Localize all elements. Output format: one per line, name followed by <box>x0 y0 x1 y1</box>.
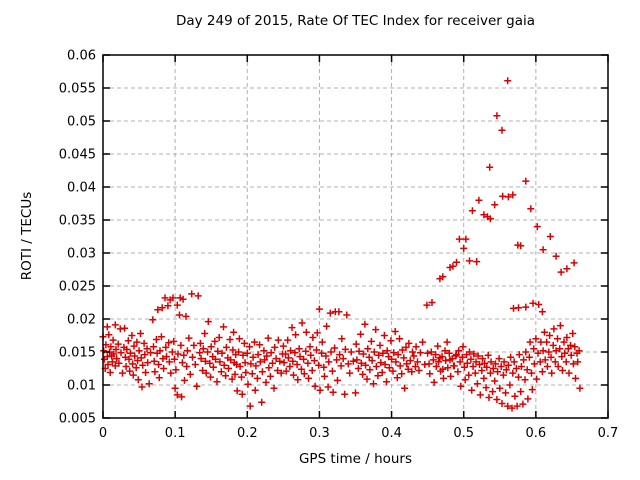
y-tick-label: 0.02 <box>67 313 96 328</box>
plot-frame <box>102 54 609 419</box>
y-tick-label: 0.04 <box>67 181 96 196</box>
y-tick-label: 0.035 <box>59 214 96 229</box>
y-tick-label: 0.05 <box>67 115 96 130</box>
y-tick-label: 0.005 <box>59 412 96 427</box>
y-tick-label: 0.06 <box>67 49 96 64</box>
y-tick-label: 0.01 <box>67 379 96 394</box>
x-tick-label: 0.6 <box>526 426 547 441</box>
y-tick-label: 0.025 <box>59 280 96 295</box>
x-tick-label: 0.4 <box>381 426 402 441</box>
y-tick-label: 0.015 <box>59 346 96 361</box>
x-tick-label: 0.5 <box>453 426 474 441</box>
x-tick-label: 0.1 <box>165 426 186 441</box>
data-points <box>99 77 584 412</box>
x-tick-label: 0.2 <box>237 426 258 441</box>
y-tick-label: 0.045 <box>59 148 96 163</box>
x-tick-label: 0 <box>99 426 107 441</box>
y-tick-label: 0.055 <box>59 82 96 97</box>
x-tick-label: 0.7 <box>598 426 619 441</box>
y-tick-label: 0.03 <box>67 247 96 262</box>
chart-title: Day 249 of 2015, Rate Of TEC Index for r… <box>175 13 535 29</box>
x-tick-label: 0.3 <box>309 426 330 441</box>
x-axis-label: GPS time / hours <box>298 451 413 467</box>
